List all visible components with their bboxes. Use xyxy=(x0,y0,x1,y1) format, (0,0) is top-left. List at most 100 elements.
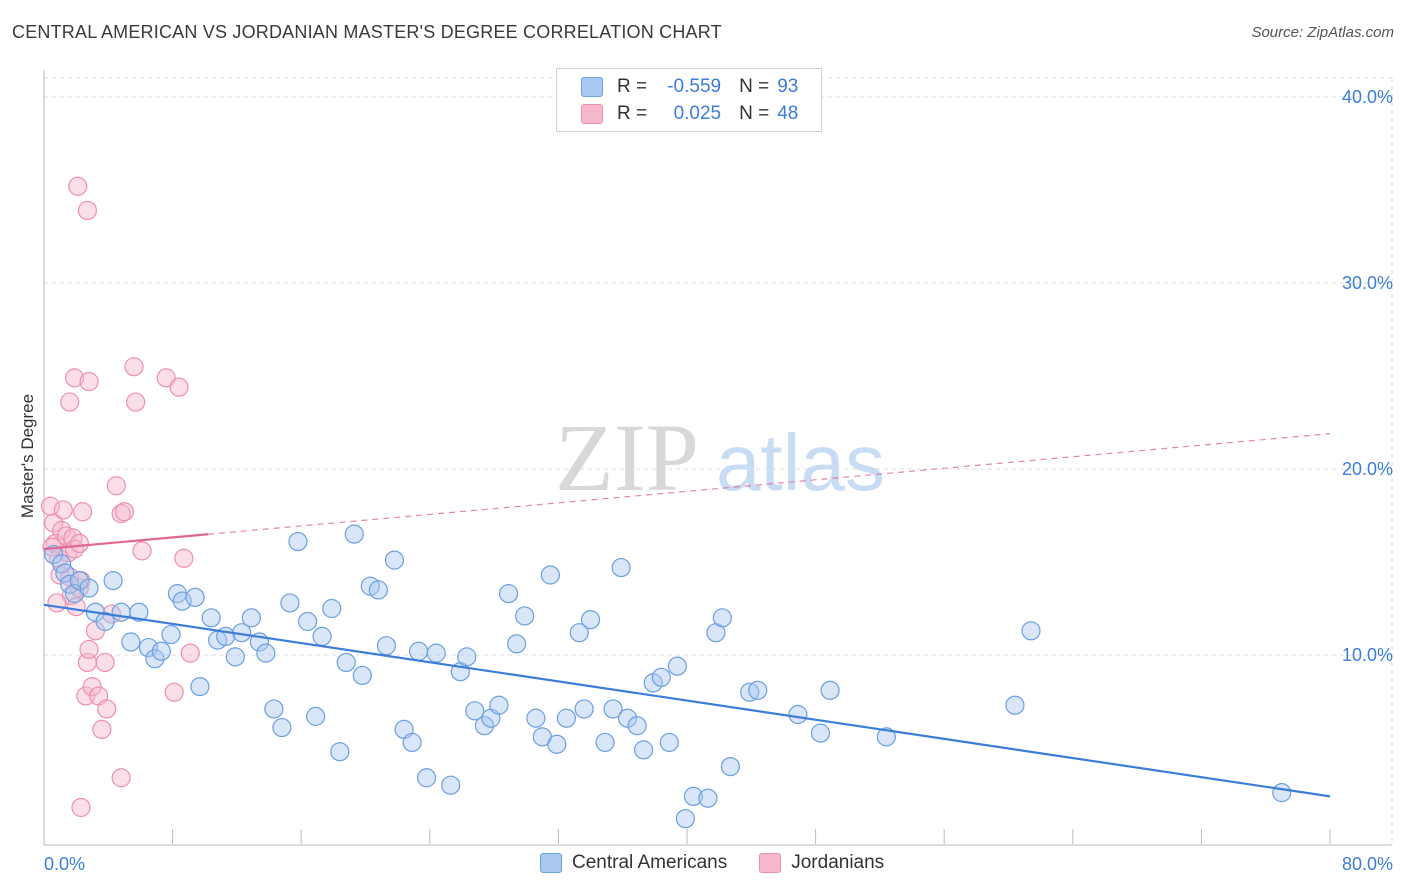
central-american-point xyxy=(788,704,808,725)
legend-row-jordanians: R = 0.025 N = 48 xyxy=(581,102,798,126)
central-american-point xyxy=(280,593,300,613)
central-american-point xyxy=(60,574,80,594)
jordanian-point xyxy=(132,541,152,561)
central-american-point xyxy=(748,680,768,700)
x-tick-label-max: 80.0% xyxy=(1342,854,1393,874)
central-american-point xyxy=(185,587,205,607)
central-american-point xyxy=(810,723,831,743)
central-american-point xyxy=(1021,621,1041,641)
central-american-point xyxy=(556,708,577,728)
central-american-point xyxy=(1272,783,1292,803)
legend-n-label: N = xyxy=(739,76,770,97)
jordanian-point xyxy=(92,719,112,740)
y-tick-label: 10.0% xyxy=(1342,645,1393,665)
central-american-point xyxy=(667,656,687,676)
central-american-point xyxy=(330,742,350,762)
watermark-atlas: atlas xyxy=(716,418,885,507)
jordanian-point xyxy=(114,502,134,522)
central-american-point xyxy=(712,608,732,628)
central-american-point xyxy=(368,580,388,600)
legend-r-value: 0.025 xyxy=(673,103,722,124)
central-american-point xyxy=(474,716,495,736)
central-american-point xyxy=(138,637,159,658)
jordanian-point xyxy=(126,392,146,412)
central-american-point xyxy=(820,680,840,700)
central-american-point xyxy=(617,708,638,728)
jordanian-point xyxy=(169,377,189,397)
central-american-point xyxy=(344,524,364,544)
central-american-point xyxy=(595,732,615,753)
axes-layer xyxy=(43,70,1392,846)
jordanian-point xyxy=(71,797,91,818)
legend-r-label: R = xyxy=(617,103,648,124)
jordanian-point xyxy=(180,643,200,663)
legend-swatch-blue xyxy=(581,77,603,97)
central-american-point xyxy=(145,649,165,669)
jordanian-point xyxy=(60,392,80,412)
central-american-point xyxy=(352,665,372,686)
central-american-point xyxy=(1005,695,1025,715)
watermark-zip: ZIP xyxy=(555,404,699,511)
watermark: ZIP atlas xyxy=(555,404,885,511)
central-american-point xyxy=(698,788,718,808)
central-american-point xyxy=(201,608,221,628)
central-american-point xyxy=(312,626,332,647)
central-american-point xyxy=(675,809,695,829)
central-american-point xyxy=(457,647,477,667)
jordanian-point xyxy=(79,639,99,660)
jordanian-point xyxy=(79,371,99,392)
central-american-point xyxy=(659,732,679,753)
central-american-point xyxy=(95,611,115,632)
central-american-point xyxy=(103,570,123,591)
jordanians-points xyxy=(40,176,200,818)
series-legend-central-americans[interactable]: Central Americans xyxy=(540,852,727,874)
central-american-point xyxy=(256,643,276,663)
central-american-point xyxy=(79,578,99,598)
central-american-point xyxy=(720,756,741,777)
legend-row-central-americans: R = -0.559 N = 93 xyxy=(581,75,798,99)
series-legend-jordanians[interactable]: Jordanians xyxy=(759,852,884,874)
central-americans-points xyxy=(44,524,1292,829)
jordanian-point xyxy=(68,176,88,196)
central-american-point xyxy=(876,727,896,747)
central-american-point xyxy=(465,701,485,721)
legend-n-value: 93 xyxy=(777,76,799,97)
jordanian-point xyxy=(164,682,184,702)
central-american-point xyxy=(515,606,535,626)
central-american-point xyxy=(627,716,647,736)
jordanian-point xyxy=(111,504,131,524)
central-american-point xyxy=(416,768,437,788)
central-american-point xyxy=(264,699,284,719)
series-legend: Central Americans Jordanians xyxy=(540,852,916,874)
jordanian-point xyxy=(106,476,126,496)
central-american-point xyxy=(603,699,623,719)
central-american-point xyxy=(611,557,631,578)
legend-swatch-pink xyxy=(581,104,603,124)
y-tick-label: 20.0% xyxy=(1342,459,1393,479)
chart-title: CENTRAL AMERICAN VS JORDANIAN MASTER'S D… xyxy=(12,22,722,42)
central-american-point xyxy=(288,531,308,552)
central-american-point xyxy=(272,717,292,738)
central-american-point xyxy=(129,602,149,622)
central-american-point xyxy=(498,584,519,604)
jordanian-point xyxy=(44,513,64,533)
jordanians-trend-line-solid xyxy=(43,533,209,551)
central-american-point xyxy=(161,624,181,645)
central-american-point xyxy=(225,647,245,667)
central-american-point xyxy=(376,636,396,656)
central-american-point xyxy=(683,786,704,806)
central-american-point xyxy=(172,591,192,611)
legend-n-label: N = xyxy=(739,103,770,124)
jordanian-point xyxy=(82,677,102,697)
series-swatch-pink xyxy=(759,853,782,873)
central-americans-trend-line xyxy=(43,603,1331,798)
central-american-point xyxy=(298,611,318,632)
x-tick-label-min: 0.0% xyxy=(44,854,85,874)
jordanian-point xyxy=(64,368,85,388)
central-american-point xyxy=(547,734,567,754)
jordanian-point xyxy=(53,500,73,520)
central-american-point xyxy=(402,732,422,753)
central-american-point xyxy=(574,699,594,719)
trend-lines xyxy=(43,433,1331,798)
